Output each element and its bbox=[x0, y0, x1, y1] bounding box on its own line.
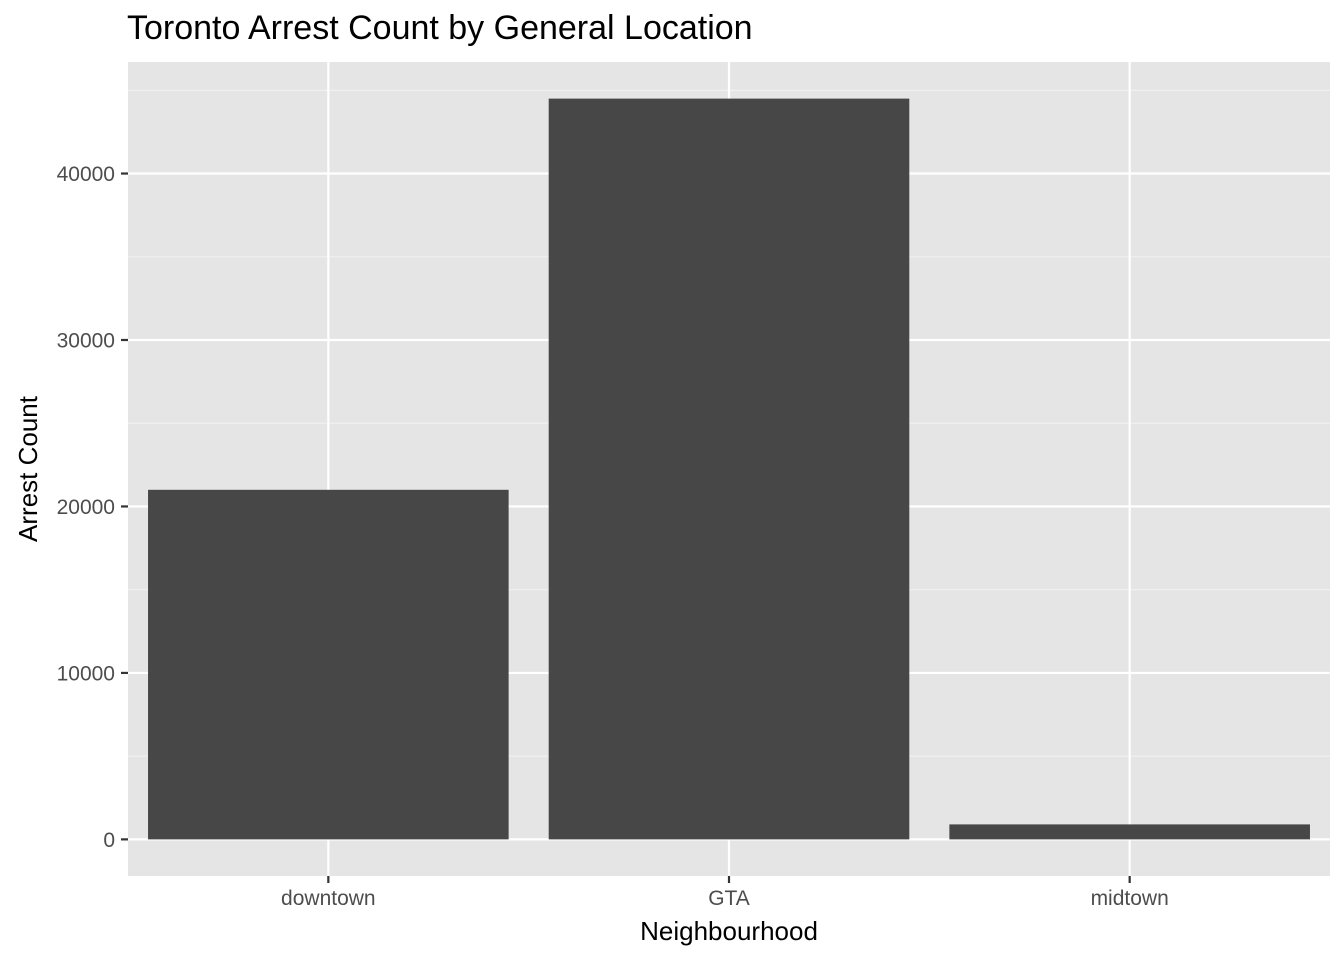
y-tick-label: 30000 bbox=[57, 329, 115, 352]
y-tick-label: 10000 bbox=[57, 662, 115, 685]
x-tick-label: GTA bbox=[708, 887, 750, 910]
y-tick-label: 0 bbox=[103, 829, 115, 852]
bars bbox=[148, 98, 1310, 840]
y-tick-label: 40000 bbox=[57, 163, 115, 186]
bar-gta bbox=[548, 98, 910, 840]
axes: 0 10000 20000 30000 40000 downtown GTA midtown bbox=[57, 163, 1169, 910]
x-tick-label: downtown bbox=[281, 887, 376, 910]
bar-midtown bbox=[949, 824, 1310, 840]
y-tick-label: 20000 bbox=[57, 496, 115, 519]
y-axis-title: Arrest Count bbox=[13, 395, 43, 542]
x-axis-title: Neighbourhood bbox=[640, 916, 818, 946]
x-tick-label: midtown bbox=[1091, 887, 1169, 910]
chart-title: Toronto Arrest Count by General Location bbox=[127, 9, 753, 47]
bar-downtown bbox=[148, 489, 509, 840]
